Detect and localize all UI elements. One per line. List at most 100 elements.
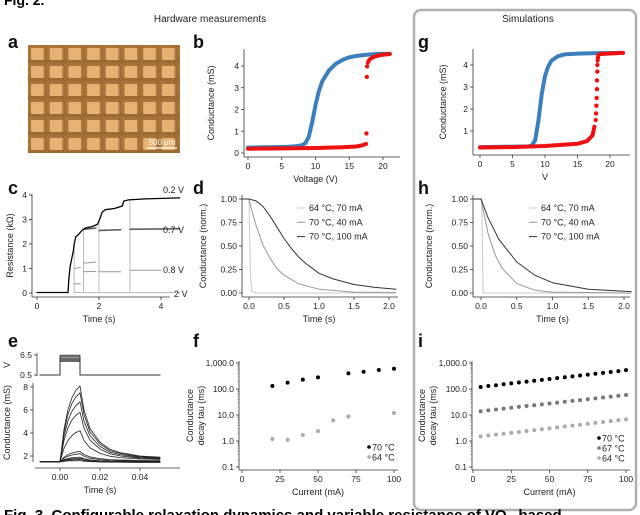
f-x-tick-label: 100 bbox=[387, 474, 401, 484]
i-data-point bbox=[516, 404, 521, 409]
i-data-point bbox=[478, 409, 483, 414]
g-series-red bbox=[478, 124, 597, 150]
b-data-point bbox=[364, 74, 369, 80]
electrode-pad bbox=[124, 48, 139, 60]
d-y-axis-label: Conductance (norm.) bbox=[198, 204, 208, 289]
electrode-pad bbox=[143, 120, 158, 132]
f-y-tick-label: 100.0 bbox=[213, 384, 235, 394]
electrode-pad bbox=[161, 84, 176, 96]
i-data-point bbox=[616, 418, 621, 423]
i-legend-label: 67 °C bbox=[602, 444, 625, 454]
b-y-tick-label: 3 bbox=[234, 83, 239, 93]
g-x-tick-label: 10 bbox=[540, 159, 550, 169]
electrode-pad bbox=[124, 84, 139, 96]
e-conductance-trace bbox=[39, 453, 161, 463]
g-y-tick-label: 3 bbox=[463, 82, 468, 92]
g-data-point bbox=[594, 95, 599, 101]
panel-letter-a: a bbox=[8, 32, 19, 52]
c-y-tick-label: 4 bbox=[22, 190, 27, 200]
h-y-tick-label: 0.50 bbox=[451, 241, 468, 251]
e-voltage-pulse bbox=[39, 356, 161, 376]
d-legend-label: 70 °C, 40 mA bbox=[309, 217, 363, 227]
electrode-line-row bbox=[28, 95, 180, 99]
h-legend-label: 70 °C, 40 mA bbox=[541, 217, 595, 227]
g-data-point bbox=[593, 111, 599, 116]
f-data-point bbox=[376, 367, 381, 372]
c-series-0.7V bbox=[129, 228, 181, 231]
e-x-tick-label: 0.04 bbox=[132, 472, 149, 482]
e-conductance-trace bbox=[39, 385, 161, 463]
electrode-pad bbox=[49, 66, 64, 78]
electrode-pad bbox=[49, 48, 64, 60]
e-voltage-y-tick-label: 0.5 bbox=[20, 370, 32, 380]
d-x-tick-label: 2.0 bbox=[383, 301, 395, 311]
i-x-tick-label: 75 bbox=[583, 474, 593, 484]
b-series-red-upper bbox=[365, 52, 392, 65]
e-x-axis-label: Time (s) bbox=[84, 485, 117, 495]
electrode-pad bbox=[161, 66, 176, 78]
electrode-pad bbox=[124, 120, 139, 132]
figure-caption: Fig. 3. Configurable relaxation dynamics… bbox=[4, 507, 562, 515]
h-series-line bbox=[473, 198, 632, 293]
d-x-tick-label: 1.5 bbox=[348, 301, 360, 311]
electrode-line-col bbox=[62, 45, 66, 153]
electrode-pad bbox=[68, 48, 83, 60]
e-conductance-trace bbox=[39, 457, 161, 463]
f-y-tick-label: 1,000.0 bbox=[206, 358, 235, 368]
i-data-point bbox=[532, 403, 537, 408]
f-x-tick-label: 50 bbox=[313, 474, 323, 484]
electrode-pad bbox=[87, 84, 102, 96]
b-y-tick-label: 1 bbox=[234, 126, 239, 136]
electrode-pad bbox=[143, 84, 158, 96]
i-y-tick-label: 1.0 bbox=[455, 436, 467, 446]
b-x-axis-label: Voltage (V) bbox=[293, 174, 338, 184]
i-y-tick-label: 1,000.0 bbox=[439, 358, 468, 368]
panel-d: 0.00 0.25 0.50 0.75 1.00 Conductance (norm.) 0… bbox=[198, 194, 398, 324]
f-data-point bbox=[346, 414, 351, 419]
i-x-tick-label: 50 bbox=[545, 474, 555, 484]
f-y-axis-label: Conductance bbox=[185, 389, 195, 442]
i-data-point bbox=[601, 395, 606, 400]
i-data-point bbox=[524, 379, 529, 384]
c-y-tick-label: 0 bbox=[22, 288, 27, 298]
g-x-axis-label: V bbox=[542, 172, 548, 182]
i-data-point bbox=[509, 405, 514, 410]
f-x-axis-label: Current (mA) bbox=[292, 487, 344, 497]
h-x-axis-label: Time (s) bbox=[536, 314, 569, 324]
electrode-line-col bbox=[155, 45, 159, 153]
i-data-point bbox=[486, 433, 491, 438]
i-data-point bbox=[555, 376, 560, 381]
d-series-line bbox=[241, 198, 397, 290]
i-data-point bbox=[562, 399, 567, 404]
electrode-pad bbox=[49, 138, 64, 150]
i-data-point bbox=[547, 377, 552, 382]
i-data-point bbox=[585, 421, 590, 426]
simulations-box bbox=[412, 8, 638, 512]
f-y-tick-label: 0.1 bbox=[222, 462, 234, 472]
f-x-tick-label: 75 bbox=[351, 474, 361, 484]
i-data-point bbox=[578, 398, 583, 403]
g-x-tick-label: 20 bbox=[605, 159, 615, 169]
panel-letter-g: g bbox=[418, 32, 429, 52]
electrode-pad bbox=[143, 102, 158, 114]
h-series-line bbox=[473, 198, 632, 294]
i-data-point bbox=[493, 432, 498, 437]
device-micrograph bbox=[28, 45, 180, 153]
d-legend-label: 64 °C, 70 mA bbox=[309, 203, 363, 213]
g-x-tick-label: 0 bbox=[478, 159, 483, 169]
i-data-point bbox=[624, 417, 628, 422]
c-series-0.7V bbox=[98, 229, 122, 232]
i-data-point bbox=[516, 429, 521, 434]
panel-f: 0.1 1.0 10.0 100.0 1,000.0 Conductance decay t… bbox=[185, 358, 401, 497]
panel-h: 0.00 0.25 0.50 0.75 1.00 Conductance (norm.) 0… bbox=[424, 194, 632, 324]
c-x-tick-label: 2 bbox=[97, 301, 102, 311]
i-data-point bbox=[547, 426, 552, 431]
electrode-pad bbox=[31, 120, 45, 132]
f-data-point bbox=[300, 433, 305, 438]
electrode-pad bbox=[87, 66, 102, 78]
b-y-tick-label: 0 bbox=[234, 148, 239, 158]
i-data-point bbox=[578, 422, 583, 427]
i-legend-label: 70 °C bbox=[602, 434, 625, 444]
f-data-point bbox=[285, 380, 290, 385]
f-data-point bbox=[392, 366, 396, 371]
